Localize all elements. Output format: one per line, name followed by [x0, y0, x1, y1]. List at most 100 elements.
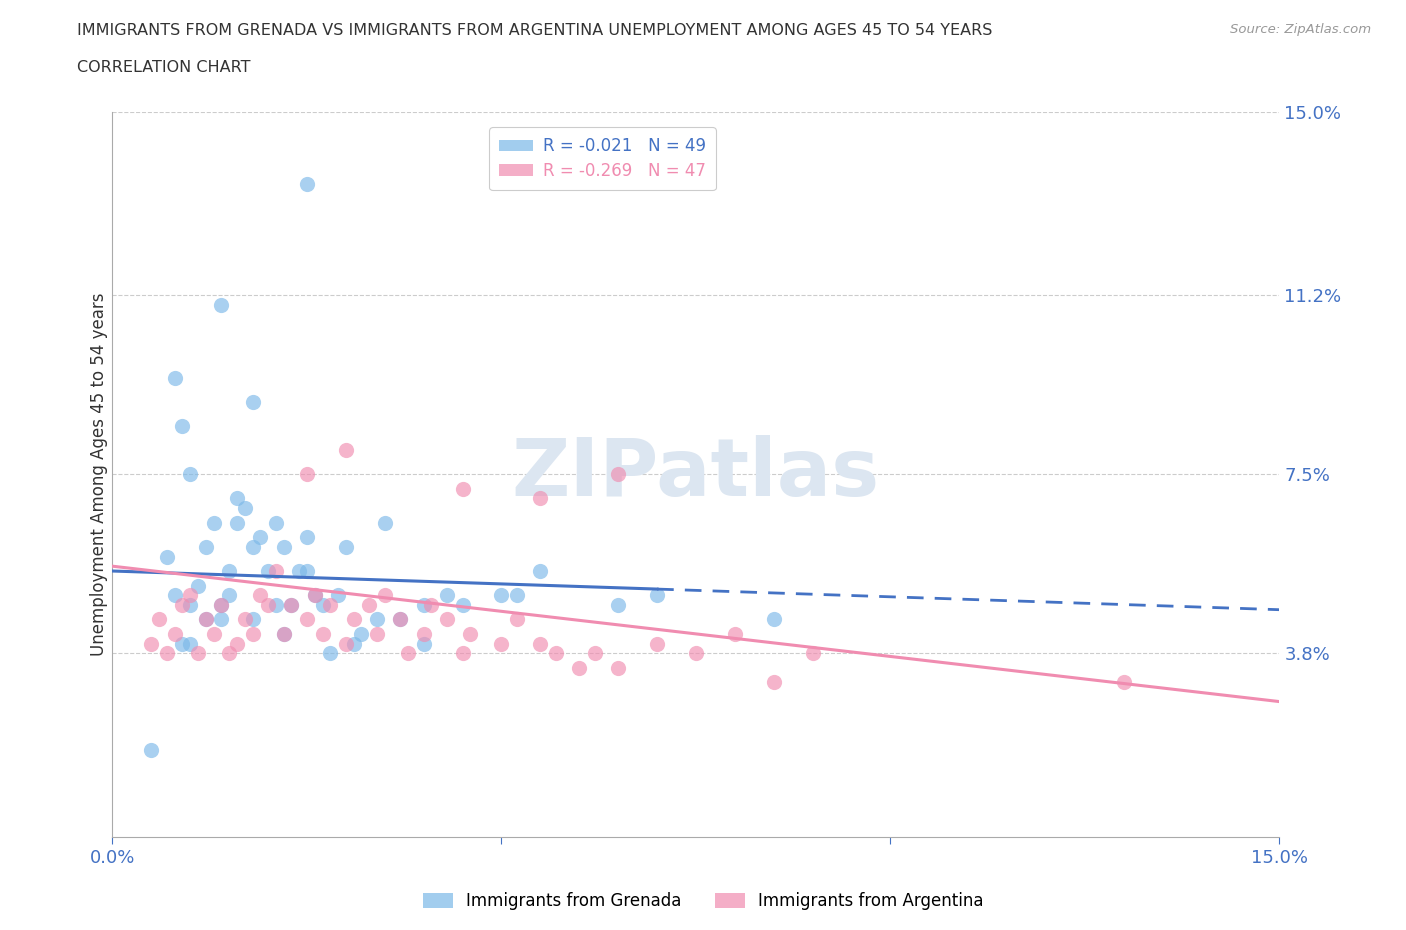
Point: [412, 597, 434, 612]
Point: [583, 645, 606, 660]
Point: [295, 467, 318, 482]
Point: [280, 597, 302, 612]
Point: [335, 539, 357, 554]
Point: [209, 597, 232, 612]
Point: [295, 530, 318, 545]
Point: [163, 627, 186, 642]
Point: [179, 636, 201, 651]
Text: IMMIGRANTS FROM GRENADA VS IMMIGRANTS FROM ARGENTINA UNEMPLOYMENT AMONG AGES 45 : IMMIGRANTS FROM GRENADA VS IMMIGRANTS FR…: [77, 23, 993, 38]
Point: [311, 597, 333, 612]
Point: [226, 636, 249, 651]
Point: [242, 612, 264, 627]
Point: [319, 597, 342, 612]
Point: [249, 588, 271, 603]
Point: [396, 645, 419, 660]
Point: [295, 177, 318, 192]
Point: [242, 539, 264, 554]
Point: [226, 515, 249, 530]
Point: [359, 597, 381, 612]
Point: [156, 645, 179, 660]
Point: [242, 394, 264, 409]
Point: [280, 597, 302, 612]
Point: [335, 443, 357, 458]
Point: [319, 645, 342, 660]
Point: [568, 660, 591, 675]
Point: [491, 636, 513, 651]
Point: [187, 578, 209, 593]
Point: [141, 636, 163, 651]
Point: [148, 612, 170, 627]
Point: [801, 645, 824, 660]
Point: [350, 627, 373, 642]
Text: CORRELATION CHART: CORRELATION CHART: [77, 60, 250, 75]
Point: [264, 597, 287, 612]
Legend: R = -0.021   N = 49, R = -0.269   N = 47: R = -0.021 N = 49, R = -0.269 N = 47: [489, 127, 716, 190]
Y-axis label: Unemployment Among Ages 45 to 54 years: Unemployment Among Ages 45 to 54 years: [90, 293, 108, 656]
Point: [163, 588, 186, 603]
Point: [343, 636, 366, 651]
Point: [412, 636, 434, 651]
Point: [374, 515, 396, 530]
Text: Source: ZipAtlas.com: Source: ZipAtlas.com: [1230, 23, 1371, 36]
Point: [436, 588, 458, 603]
Point: [209, 298, 232, 312]
Point: [366, 612, 388, 627]
Point: [506, 588, 529, 603]
Point: [141, 742, 163, 757]
Point: [724, 627, 747, 642]
Point: [179, 597, 201, 612]
Point: [389, 612, 412, 627]
Point: [194, 539, 217, 554]
Point: [529, 636, 551, 651]
Point: [257, 564, 280, 578]
Point: [544, 645, 567, 660]
Point: [233, 500, 256, 515]
Point: [226, 491, 249, 506]
Point: [218, 564, 240, 578]
Point: [389, 612, 412, 627]
Point: [288, 564, 311, 578]
Point: [163, 370, 186, 385]
Point: [529, 564, 551, 578]
Point: [264, 564, 287, 578]
Point: [218, 645, 240, 660]
Point: [451, 482, 474, 497]
Point: [295, 564, 318, 578]
Point: [249, 530, 271, 545]
Point: [295, 612, 318, 627]
Point: [187, 645, 209, 660]
Point: [451, 645, 474, 660]
Point: [762, 675, 785, 690]
Point: [179, 467, 201, 482]
Point: [420, 597, 443, 612]
Point: [412, 627, 434, 642]
Point: [172, 418, 194, 433]
Point: [264, 515, 287, 530]
Point: [645, 588, 668, 603]
Point: [209, 612, 232, 627]
Point: [233, 612, 256, 627]
Point: [607, 467, 630, 482]
Point: [194, 612, 217, 627]
Point: [202, 515, 225, 530]
Point: [529, 491, 551, 506]
Point: [257, 597, 280, 612]
Point: [194, 612, 217, 627]
Point: [460, 627, 482, 642]
Point: [273, 627, 295, 642]
Point: [335, 636, 357, 651]
Point: [273, 539, 295, 554]
Point: [436, 612, 458, 627]
Point: [762, 612, 785, 627]
Legend: Immigrants from Grenada, Immigrants from Argentina: Immigrants from Grenada, Immigrants from…: [416, 885, 990, 917]
Point: [1112, 675, 1135, 690]
Point: [242, 627, 264, 642]
Point: [607, 660, 630, 675]
Point: [326, 588, 349, 603]
Point: [506, 612, 529, 627]
Point: [172, 636, 194, 651]
Point: [685, 645, 707, 660]
Point: [311, 627, 333, 642]
Point: [451, 597, 474, 612]
Point: [209, 597, 232, 612]
